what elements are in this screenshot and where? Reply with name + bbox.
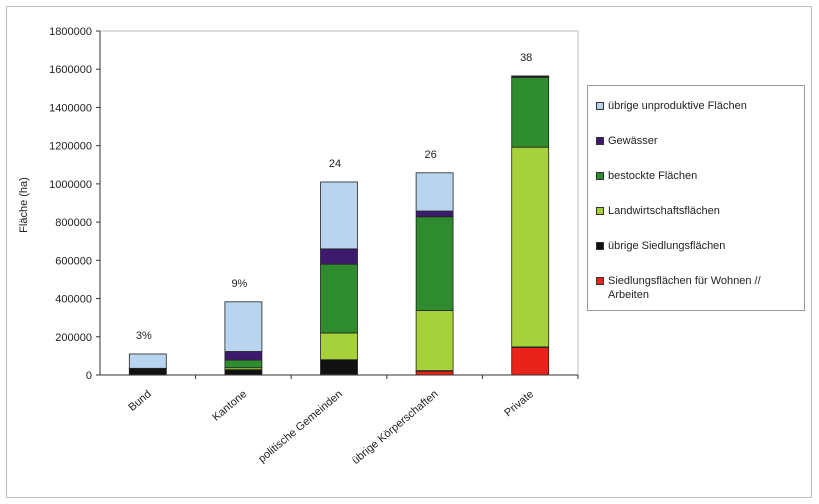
legend-swatch (596, 172, 604, 180)
legend-swatch (596, 137, 604, 145)
bar-segment (415, 210, 454, 218)
x-tick-label: Kantone (210, 388, 249, 424)
x-tick-label: Private (502, 388, 536, 419)
bar-segment (511, 75, 550, 77)
bar-annotation: 9% (231, 278, 247, 290)
bar-segment (320, 248, 358, 265)
y-tick-label: 1600000 (49, 64, 92, 76)
y-tick-label: 1200000 (49, 141, 92, 153)
legend-label: Gewässer (608, 135, 658, 147)
bar-segment (415, 370, 454, 376)
y-axis-label: Fläche (ha) (18, 177, 30, 233)
y-tick-label: 1400000 (49, 102, 92, 114)
legend: übrige unproduktive Flächen Gewässer besto… (587, 85, 805, 311)
x-tick-label: Bund (126, 388, 153, 414)
bar-segment (224, 351, 263, 361)
bar-segment (511, 146, 550, 348)
y-tick-label: 1000000 (49, 179, 92, 191)
bar-segment (320, 359, 358, 375)
bar-segment (128, 368, 167, 376)
bar-annotation: 38 (520, 52, 532, 64)
legend-label: übrige Siedlungsflächen (608, 240, 726, 252)
bar-segment (224, 359, 263, 369)
y-tick-label: 1800000 (49, 26, 92, 38)
bar-segment (415, 172, 454, 212)
legend-label: übrige unproduktive Flächen (608, 100, 747, 112)
bar-segment (511, 77, 550, 148)
bar-segment (128, 353, 167, 369)
y-tick-label: 800000 (55, 217, 92, 229)
y-tick-label: 400000 (55, 294, 92, 306)
legend-swatch (596, 242, 604, 250)
bar-segment (320, 332, 358, 361)
bar-annotation: 3% (136, 330, 152, 342)
bar-segment (224, 369, 263, 375)
bar-segment (224, 301, 263, 352)
legend-swatch (596, 277, 604, 285)
legend-swatch (596, 207, 604, 215)
y-tick-label: 0 (86, 370, 92, 382)
legend-label: bestockte Flächen (608, 170, 698, 182)
legend-swatch (596, 102, 604, 110)
bar-segment (320, 181, 358, 250)
x-tick-label: politische Gemeinden (256, 388, 345, 465)
bar-segment (320, 263, 358, 334)
bar-annotation: 24 (329, 158, 341, 170)
y-tick-label: 600000 (55, 255, 92, 267)
bar-segment (511, 346, 550, 376)
bar-annotation: 26 (424, 149, 436, 161)
bar-segment (415, 216, 454, 311)
y-tick-label: 200000 (55, 332, 92, 344)
legend-label: Landwirtschaftsflächen (608, 205, 720, 217)
bar-segment (415, 310, 454, 372)
x-tick-label: übrige Körperschaften (350, 388, 441, 467)
legend-label: Siedlungsflächen für Wohnen // Arbeiten (608, 275, 761, 301)
